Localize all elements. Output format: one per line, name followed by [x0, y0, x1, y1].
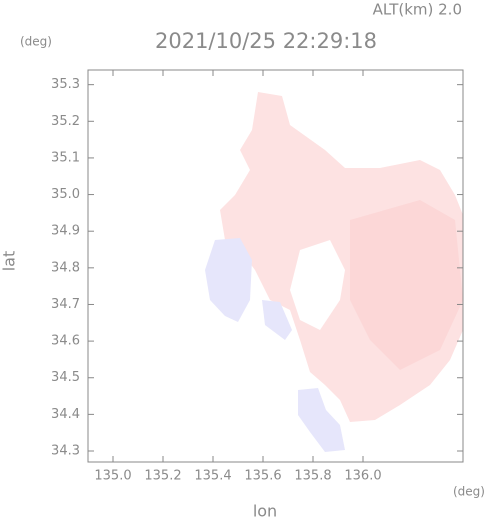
altitude-label: ALT(km) 2.0	[373, 1, 462, 19]
y-tick-label: 35.3	[51, 77, 80, 92]
x-tick-label: 135.2	[144, 469, 181, 484]
y-tick-label: 34.5	[51, 370, 80, 385]
y-tick-label: 34.7	[51, 297, 80, 312]
y-tick-label: 35.2	[51, 114, 80, 129]
chart-title: 2021/10/25 22:29:18	[155, 29, 377, 53]
x-tick-label: 136.0	[344, 469, 381, 484]
x-tick-label: 135.0	[94, 469, 131, 484]
y-tick-label: 34.6	[51, 334, 80, 349]
plot-frame	[87, 69, 464, 463]
y-unit: (deg)	[20, 35, 52, 49]
y-tick-label: 35.1	[51, 150, 80, 165]
x-tick-label: 135.6	[244, 469, 281, 484]
y-tick-label: 34.8	[51, 260, 80, 275]
radar-echo	[205, 92, 463, 452]
x-tick-label: 135.4	[194, 469, 231, 484]
y-tick-label: 34.3	[51, 444, 80, 459]
y-tick-label: 35.0	[51, 187, 80, 202]
y-tick-label: 34.9	[51, 224, 80, 239]
x-tick-label: 135.8	[294, 469, 331, 484]
x-axis-label: lon	[253, 502, 277, 521]
y-tick-label: 34.4	[51, 407, 80, 422]
y-axis-label: lat	[0, 251, 19, 272]
x-unit: (deg)	[453, 485, 485, 499]
